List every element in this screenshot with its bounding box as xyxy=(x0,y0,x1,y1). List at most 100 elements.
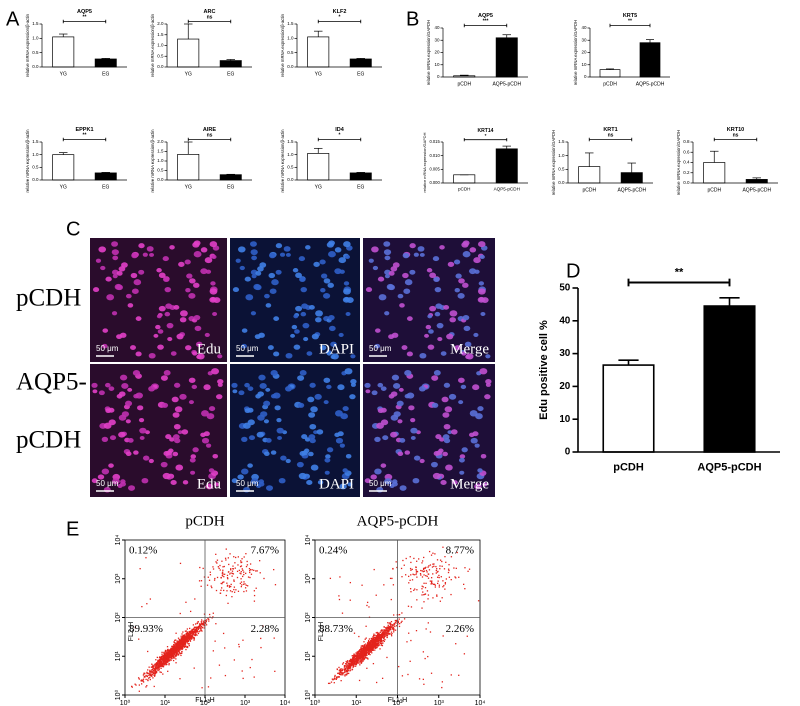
event-dot xyxy=(174,642,176,644)
cell-nucleus xyxy=(462,282,469,288)
event-dot xyxy=(170,654,173,657)
event-dot xyxy=(357,660,359,663)
cell-nucleus xyxy=(280,455,287,461)
event-dot xyxy=(185,645,187,647)
event-dot xyxy=(394,621,397,623)
event-dot xyxy=(181,646,183,648)
event-dot xyxy=(394,619,396,622)
event-dot xyxy=(192,628,194,631)
event-dot xyxy=(182,637,184,639)
cell-nucleus xyxy=(408,405,415,411)
event-dot xyxy=(242,583,245,585)
event-dot xyxy=(193,631,195,634)
event-dot xyxy=(355,656,357,658)
scale-bar-label: 50 μm xyxy=(96,479,119,488)
event-dot xyxy=(361,659,363,661)
event-dot xyxy=(411,579,414,581)
event-dot xyxy=(203,622,206,624)
event-dot xyxy=(188,637,191,639)
event-dot xyxy=(329,577,332,580)
cell-nucleus xyxy=(116,271,123,276)
cell-nucleus xyxy=(343,281,350,286)
event-dot xyxy=(212,616,214,618)
event-dot xyxy=(172,645,175,648)
significance: ** xyxy=(628,18,632,24)
event-dot xyxy=(430,672,433,674)
event-dot xyxy=(225,594,228,597)
event-dot xyxy=(422,651,425,653)
event-dot xyxy=(370,648,372,650)
x-tick-label: 10⁴ xyxy=(280,700,291,706)
event-dot xyxy=(163,662,165,664)
cell-nucleus xyxy=(247,463,253,468)
event-dot xyxy=(409,579,411,582)
cell-nucleus xyxy=(315,310,323,317)
event-dot xyxy=(150,670,153,672)
event-dot xyxy=(441,565,443,567)
event-dot xyxy=(215,561,217,563)
chart-title: AQP5 xyxy=(77,9,92,15)
event-dot xyxy=(363,654,365,657)
event-dot xyxy=(339,671,341,673)
event-dot xyxy=(444,583,446,585)
event-dot xyxy=(428,569,431,571)
x-tick-label: 10² xyxy=(200,700,211,706)
event-dot xyxy=(154,674,156,676)
significance: ns xyxy=(207,132,213,138)
cell-nucleus xyxy=(461,351,467,356)
event-dot xyxy=(425,628,427,630)
event-dot xyxy=(201,627,204,629)
row-label: AQP5- xyxy=(16,369,87,396)
cell-nucleus xyxy=(275,269,282,275)
cell-nucleus xyxy=(189,457,196,463)
event-dot xyxy=(372,662,375,665)
cell-nucleus xyxy=(434,286,442,293)
event-dot xyxy=(361,660,363,662)
y-tick-label: 10⁴ xyxy=(115,535,122,546)
event-dot xyxy=(203,613,206,615)
cell-nucleus xyxy=(328,251,336,258)
event-dot xyxy=(193,636,195,639)
event-dot xyxy=(193,627,195,630)
event-dot xyxy=(435,569,438,572)
event-dot xyxy=(197,626,199,628)
event-dot xyxy=(373,647,375,649)
x-tick-label: pCDH xyxy=(457,81,471,87)
cell-nucleus xyxy=(311,333,319,340)
event-dot xyxy=(186,637,189,639)
event-dot xyxy=(242,639,244,641)
cell-nucleus xyxy=(334,268,342,275)
cell-nucleus xyxy=(438,448,444,453)
cell-nucleus xyxy=(193,240,201,246)
event-dot xyxy=(195,630,198,632)
event-dot xyxy=(157,664,159,667)
cell-nucleus xyxy=(265,387,271,392)
cell-nucleus xyxy=(166,322,174,329)
event-dot xyxy=(200,621,202,623)
cell-nucleus xyxy=(118,266,126,272)
cell-nucleus xyxy=(402,272,409,279)
event-dot xyxy=(383,584,385,586)
event-dot xyxy=(386,629,388,631)
event-dot xyxy=(362,655,364,657)
event-dot xyxy=(455,567,457,570)
event-dot xyxy=(370,650,372,652)
event-dot xyxy=(165,656,167,658)
event-dot xyxy=(422,586,424,588)
cell-nucleus xyxy=(472,384,480,391)
event-dot xyxy=(168,650,170,653)
event-dot xyxy=(166,649,169,652)
cell-nucleus xyxy=(377,382,384,388)
event-dot xyxy=(207,686,210,688)
event-dot xyxy=(185,640,188,642)
event-dot xyxy=(445,561,447,563)
event-dot xyxy=(336,668,338,670)
bar xyxy=(177,154,200,181)
event-dot xyxy=(338,595,340,597)
event-dot xyxy=(158,669,160,671)
cell-nucleus xyxy=(310,464,319,471)
event-dot xyxy=(439,568,441,570)
event-dot xyxy=(427,566,429,568)
event-dot xyxy=(436,571,439,573)
event-dot xyxy=(331,678,334,680)
